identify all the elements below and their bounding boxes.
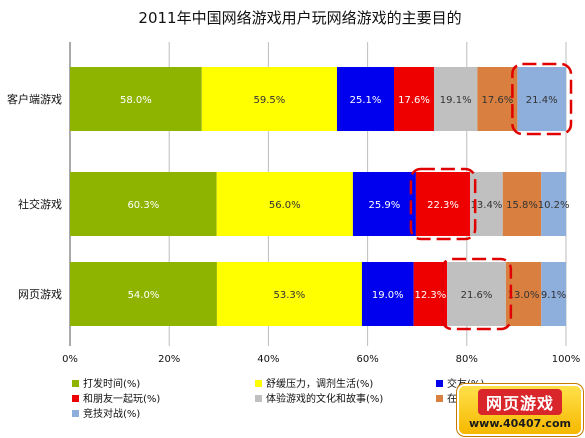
legend-label: 体验游戏的文化和故事(%) (266, 392, 383, 405)
bar-data-label: 58.0% (120, 95, 152, 106)
legend-swatch (72, 380, 79, 387)
legend-label: 竞技对战(%) (83, 407, 140, 420)
legend-swatch (436, 380, 443, 387)
bar-data-label: 25.1% (350, 95, 382, 106)
bar-segment (70, 172, 217, 236)
watermark-title: 网页游戏 (477, 389, 562, 415)
segment-labels-layer: 58.0% 59.5% 25.1% 17.6% 19.1% 17.6% 21.4% 60.3%… (120, 95, 569, 301)
legend-label: 在 (447, 393, 457, 405)
bar-data-label: 19.1% (440, 95, 472, 106)
bar-data-label: 17.6% (481, 95, 513, 106)
bar-data-label: 13.0% (508, 290, 540, 301)
bar-data-label: 22.3% (427, 200, 459, 211)
bar-data-label: 12.3% (414, 290, 446, 301)
bar-segment (216, 172, 353, 236)
highlight-box (409, 167, 477, 241)
bar-segment (394, 67, 434, 131)
x-tick-label: 80% (456, 354, 478, 365)
bar-segment (541, 172, 566, 236)
bar-segment (70, 262, 217, 326)
highlight-box (440, 257, 513, 331)
bar-data-label: 21.4% (526, 95, 558, 106)
bar-segment (477, 67, 518, 131)
bar-data-label: 60.3% (127, 200, 159, 211)
category-label: 社交游戏 (18, 197, 62, 211)
bar-data-label: 25.9% (369, 200, 401, 211)
legend-label: 和朋友一起玩(%) (83, 392, 160, 405)
bar-segment (70, 67, 202, 131)
legend-swatch (255, 395, 262, 402)
category-label: 客户端游戏 (7, 92, 62, 106)
highlight-layer (409, 62, 573, 331)
bar-data-label: 9.1% (541, 290, 566, 301)
bar-segment (361, 262, 414, 326)
bar-segment (517, 67, 566, 131)
x-tick-label: 0% (62, 354, 78, 365)
bar-segment (201, 67, 337, 131)
bar-data-label: 19.0% (372, 290, 404, 301)
bar-segment (447, 262, 506, 326)
legend-swatch (72, 410, 79, 417)
bar-data-label: 13.4% (471, 200, 503, 211)
legend: 打发时间(%) 舒缓压力，调剂生活(%) 交友(%)和朋友一起玩(%) 体验游戏的文化… (72, 377, 484, 420)
bar-data-label: 15.8% (506, 200, 538, 211)
chart-title: 2011年中国网络游戏用户玩网络游戏的主要目的 (138, 9, 461, 27)
bar-segment (336, 67, 395, 131)
bar-segment (216, 262, 362, 326)
watermark-url: www.40407.com (469, 417, 571, 430)
legend-label: 舒缓压力，调剂生活(%) (266, 377, 373, 390)
bar-segment (541, 262, 566, 326)
bar-segment (415, 172, 471, 236)
bar-data-label: 10.2% (538, 200, 570, 211)
bar-segment (433, 67, 478, 131)
x-tick-label: 20% (158, 354, 180, 365)
x-tick-label: 100% (552, 354, 581, 365)
bar-data-label: 59.5% (253, 95, 285, 106)
site-logo-watermark: 网页游戏 www.40407.com (459, 386, 581, 434)
bar-data-label: 56.0% (269, 200, 301, 211)
bar-segment (352, 172, 416, 236)
x-tick-label: 60% (356, 354, 378, 365)
legend-swatch (72, 395, 79, 402)
legend-label: 打发时间(%) (83, 377, 140, 390)
bar-data-label: 54.0% (128, 290, 160, 301)
bar-data-label: 53.3% (274, 290, 306, 301)
bars-layer (70, 67, 566, 326)
legend-swatch (436, 395, 443, 402)
value-axis: 0% 20% 40% 60% 80% 100% (62, 354, 580, 365)
bar-data-label: 21.6% (461, 290, 493, 301)
bar-segment (502, 172, 542, 236)
category-label: 网页游戏 (18, 288, 62, 301)
bar-data-label: 17.6% (398, 95, 430, 106)
legend-swatch (255, 380, 262, 387)
x-tick-label: 40% (257, 354, 279, 365)
